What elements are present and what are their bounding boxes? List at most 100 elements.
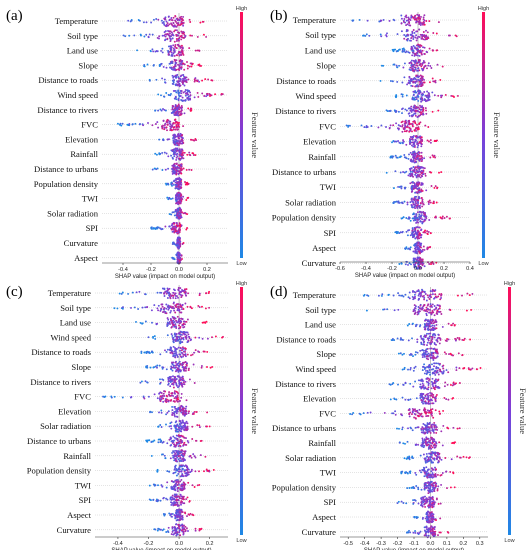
- shap-point: [424, 98, 427, 101]
- shap-point: [401, 81, 404, 84]
- shap-point: [415, 39, 418, 42]
- shap-point: [161, 453, 163, 456]
- shap-point: [175, 529, 178, 532]
- shap-point: [205, 292, 207, 295]
- shap-point: [409, 151, 412, 154]
- shap-point: [185, 228, 188, 231]
- shap-point: [127, 124, 130, 126]
- shap-point: [199, 21, 202, 24]
- shap-point: [169, 323, 171, 325]
- shap-point: [193, 351, 196, 354]
- shap-point: [401, 112, 403, 115]
- shap-point: [169, 297, 172, 300]
- shap-point: [380, 294, 383, 297]
- shap-point: [165, 92, 168, 94]
- shap-point: [410, 153, 413, 156]
- feature-label: Slope: [78, 60, 98, 70]
- shap-point: [186, 471, 189, 474]
- shap-point: [168, 225, 171, 228]
- shap-point: [172, 338, 175, 341]
- shap-point: [180, 186, 183, 189]
- shap-point: [413, 183, 416, 186]
- shap-point: [178, 305, 180, 308]
- shap-point: [139, 321, 142, 324]
- shap-point: [408, 153, 410, 156]
- shap-point: [190, 456, 193, 459]
- shap-point: [437, 21, 440, 24]
- shap-point: [421, 220, 423, 223]
- shap-point: [176, 165, 179, 168]
- shap-point: [179, 488, 182, 491]
- shap-point: [158, 398, 161, 401]
- shap-point: [413, 129, 416, 132]
- shap-point: [198, 426, 201, 429]
- shap-point: [127, 19, 130, 22]
- shap-point: [184, 511, 186, 514]
- shap-point: [167, 399, 170, 402]
- shap-point: [160, 409, 163, 412]
- shap-point: [180, 74, 183, 77]
- shap-point: [421, 49, 424, 52]
- shap-point: [181, 361, 184, 364]
- shap-point: [425, 37, 428, 40]
- feature-label: TWI: [75, 480, 91, 490]
- shap-point: [160, 426, 163, 428]
- shap-point: [174, 29, 177, 32]
- shap-point: [175, 231, 178, 234]
- shap-point: [157, 18, 160, 21]
- shap-point: [177, 80, 179, 83]
- shap-point: [178, 170, 181, 173]
- shap-point: [167, 410, 170, 413]
- shap-point: [411, 96, 414, 99]
- shap-point: [177, 31, 179, 34]
- shap-point: [196, 91, 199, 94]
- shap-point: [164, 399, 167, 402]
- shap-point: [415, 126, 418, 129]
- shap-point: [179, 17, 182, 20]
- shap-point: [428, 94, 431, 97]
- shap-point: [405, 94, 408, 97]
- shap-point: [181, 99, 184, 102]
- shap-point: [164, 225, 167, 228]
- shap-point: [153, 304, 156, 307]
- shap-point: [193, 410, 196, 413]
- shap-point: [409, 107, 412, 110]
- shap-point: [173, 459, 176, 462]
- shap-point: [180, 150, 183, 153]
- shap-point: [174, 45, 177, 48]
- shap-point: [183, 289, 186, 292]
- shap-point: [380, 19, 383, 22]
- shap-point: [133, 306, 136, 309]
- shap-point: [414, 207, 417, 210]
- shap-point: [180, 305, 183, 308]
- shap-point: [427, 230, 430, 233]
- shap-point: [166, 138, 169, 141]
- shap-point: [179, 444, 182, 447]
- shap-point: [170, 427, 173, 430]
- shap-point: [400, 30, 403, 33]
- shap-point: [171, 451, 174, 454]
- shap-point: [454, 34, 457, 37]
- shap-point: [413, 80, 416, 83]
- shap-point: [145, 306, 148, 309]
- shap-point: [410, 79, 413, 82]
- shap-point: [408, 81, 411, 84]
- shap-point: [170, 183, 173, 186]
- feature-label: Elevation: [58, 406, 92, 416]
- shap-point: [186, 515, 188, 518]
- shap-point: [172, 168, 174, 171]
- feature-label: Wind speed: [58, 90, 99, 100]
- shap-point: [177, 230, 180, 233]
- shap-point: [182, 365, 184, 368]
- shap-point: [175, 534, 178, 537]
- x-tick-label: 0.2: [440, 266, 448, 272]
- shap-point: [418, 237, 421, 240]
- shap-point: [170, 486, 173, 489]
- shap-point: [171, 378, 174, 381]
- shap-point: [427, 203, 430, 205]
- shap-point: [155, 153, 158, 156]
- shap-point: [175, 40, 178, 42]
- shap-point: [170, 425, 172, 428]
